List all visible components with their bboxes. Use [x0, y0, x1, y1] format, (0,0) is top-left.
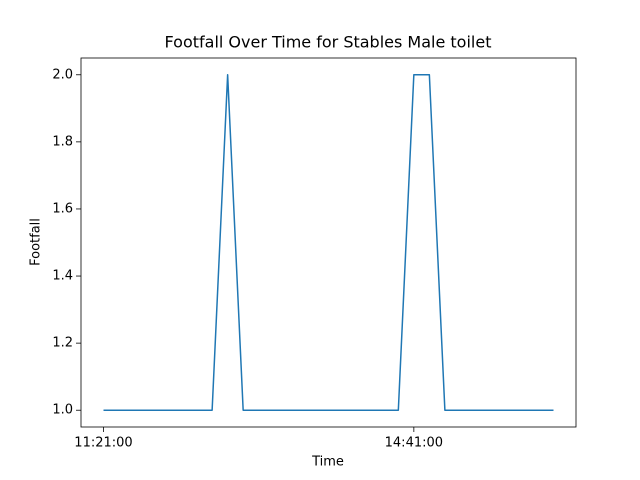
x-axis-label: Time [311, 455, 344, 470]
y-tick-label: 1.2 [52, 336, 73, 351]
x-tick-label: 11:21:00 [74, 436, 132, 451]
plot-frame [80, 57, 577, 428]
data-line [103, 74, 554, 411]
y-tick-label: 1.8 [52, 134, 73, 149]
y-tick-label: 2.0 [52, 67, 73, 82]
y-tick-label: 1.0 [52, 403, 73, 418]
y-tick-label: 1.6 [52, 201, 73, 216]
y-axis-label: Footfall [29, 218, 44, 266]
chart-title: Footfall Over Time for Stables Male toil… [165, 33, 492, 52]
x-tick-label: 14:41:00 [385, 436, 443, 451]
y-tick-label: 1.4 [52, 269, 73, 284]
